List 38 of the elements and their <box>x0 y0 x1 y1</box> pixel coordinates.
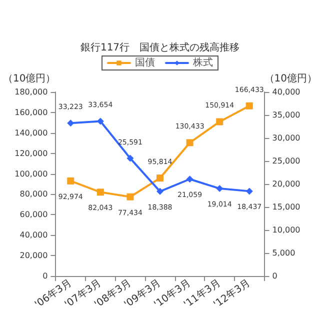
y-tick-label: 40,000 <box>20 230 48 240</box>
point <box>216 185 224 192</box>
point <box>156 188 164 195</box>
legend-label: 国債 <box>135 56 155 68</box>
point <box>186 139 194 146</box>
y-tick-label: 120,000 <box>14 148 48 158</box>
y-tick-label: 100,000 <box>14 169 48 178</box>
y2-tick-label: 30,000 <box>272 134 300 142</box>
y-tick-label: 80,000 <box>20 190 48 199</box>
y2-tick-label: 35,000 <box>272 110 300 120</box>
point <box>246 102 253 110</box>
y-tick-label: 180,000 <box>14 88 48 96</box>
point <box>156 174 164 182</box>
point <box>67 120 74 127</box>
y2-axis-title: （10億円） <box>264 72 318 84</box>
y2-tick-label: 10,000 <box>272 226 300 234</box>
y-axis-title: （10億円） <box>2 72 56 84</box>
point <box>216 118 224 126</box>
point <box>186 176 194 183</box>
y-tick-label: 140,000 <box>14 128 48 138</box>
y2-tick-label: 5,000 <box>272 248 296 258</box>
y-tick-label: 60,000 <box>20 210 48 220</box>
point <box>96 118 104 125</box>
point <box>67 177 74 184</box>
y2-tick-label: 40,000 <box>272 88 300 96</box>
point <box>246 188 253 195</box>
y2-tick-label: 15,000 <box>272 202 300 212</box>
y-tick-label: 20,000 <box>20 251 48 260</box>
legend-label: 株式 <box>192 56 213 68</box>
y-tick-label: 160,000 <box>14 108 48 117</box>
y2-tick-label: 0 <box>272 272 278 280</box>
y-tick-label: 0 <box>42 272 48 280</box>
point <box>126 193 134 200</box>
point <box>126 154 134 162</box>
chart-title: 銀行117行 国債と株式の残高推移 <box>80 42 240 54</box>
y2-tick-label: 20,000 <box>272 180 300 188</box>
y2-tick-label: 25,000 <box>272 156 300 166</box>
point <box>96 188 104 196</box>
